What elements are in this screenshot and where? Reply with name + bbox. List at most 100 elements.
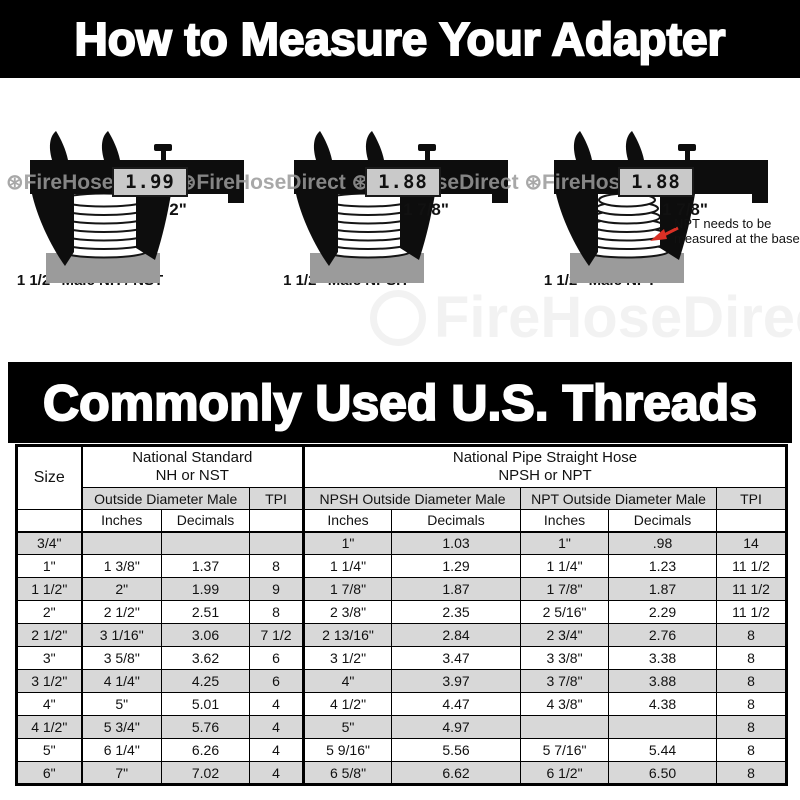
tpi-header-np: TPI (716, 487, 788, 510)
table-cell: 2 3/8" (302, 600, 393, 624)
table-cell: 4 1/4" (80, 669, 162, 693)
size-cell: 1 1/2" (16, 577, 82, 601)
table-cell: 2.29 (608, 600, 718, 624)
table-row: 5" 6 1/4" 6.26 4 5 9/16" 5.56 5 7/16" 5.44 8 (16, 738, 788, 762)
table-cell: 5.76 (161, 715, 250, 739)
caliper-panel-nh-nst: 1.99 2" 1 1/2" Male NH / NST (8, 130, 258, 298)
np-group-header: National Pipe Straight Hose NPSH or NPT (302, 445, 788, 488)
table-cell: 2 5/16" (520, 600, 610, 624)
table-cell: 5.56 (391, 738, 522, 762)
caliper-lcd-display: 1.88 (365, 167, 441, 197)
np-group-line2: NPSH or NPT (498, 467, 592, 484)
table-cell: 3.88 (608, 669, 718, 693)
caliper-beam-step (752, 194, 768, 203)
decimals-header: Decimals (161, 509, 250, 533)
table-cell (161, 531, 250, 555)
table-row: 3" 3 5/8" 3.62 6 3 1/2" 3.47 3 3/8" 3.38 8 (16, 646, 788, 670)
caliper-lcd-display: 1.99 (112, 167, 188, 197)
table-row: 3 1/2" 4 1/4" 4.25 6 4" 3.97 3 7/8" 3.88 8 (16, 669, 788, 693)
table-cell: 3.47 (391, 646, 522, 670)
table-row: 1 1/2" 2" 1.99 9 1 7/8" 1.87 1 7/8" 1.87 11 1/2 (16, 577, 788, 601)
table-cell: 1.03 (391, 531, 522, 555)
thumb-screw-icon (154, 144, 172, 151)
table-row: 2" 2 1/2" 2.51 8 2 3/8" 2.35 2 5/16" 2.29 11 1/2 (16, 600, 788, 624)
table-cell: 8 (716, 761, 788, 785)
blank-cell (16, 509, 82, 533)
table-cell: 1 1/4" (520, 554, 610, 578)
table-cell: 5 9/16" (302, 738, 393, 762)
table-banner: Commonly Used U.S. Threads (8, 362, 792, 443)
caliper-lcd-display: 1.88 (618, 167, 694, 197)
table-body: 3/4" 1" 1.03 1" .98 14 1" 1 3/8" 1.37 8 1 1/4" 1.29… (16, 531, 788, 785)
caliper-body (294, 131, 508, 266)
nh-group-header: National Standard NH or NST (80, 445, 305, 488)
thumb-screw-icon (418, 144, 436, 151)
caliper-upper-jaw-left (573, 131, 592, 160)
caliper-lower-jaw-left (556, 194, 598, 266)
table-header-units: Inches Decimals Inches Decimals Inches D… (16, 509, 788, 533)
table-row: 4 1/2" 5 3/4" 5.76 4 5" 4.97 8 (16, 715, 788, 739)
lcd-reading: 1.88 (631, 171, 681, 193)
table-cell: 4.97 (391, 715, 522, 739)
nh-group-line1: National Standard (132, 449, 253, 466)
table-cell: 8 (248, 554, 305, 578)
table-cell: 2.51 (161, 600, 250, 624)
thumb-screw-stem (425, 151, 430, 160)
table-row: 6" 7" 7.02 4 6 5/8" 6.62 6 1/2" 6.50 8 (16, 761, 788, 785)
table-cell: 14 (716, 531, 788, 555)
table-cell: 2 3/4" (520, 623, 610, 647)
table-cell: 11 1/2 (716, 554, 788, 578)
table-header-groups: Size National Standard NH or NST Nationa… (16, 445, 788, 510)
table-row: 1" 1 3/8" 1.37 8 1 1/4" 1.29 1 1/4" 1.23 11 1/2 (16, 554, 788, 578)
caliper-body (30, 131, 244, 266)
size-cell: 3/4" (16, 531, 82, 555)
table-cell: 8 (248, 600, 305, 624)
npt-note-line1: NPT needs to be (674, 216, 772, 231)
thumb-screw-stem (685, 151, 690, 160)
table-row: 4" 5" 5.01 4 4 1/2" 4.47 4 3/8" 4.38 8 (16, 692, 788, 716)
table-header-subgroups: Outside Diameter Male TPI NPSH Outside D… (17, 487, 788, 510)
table-cell: 7.02 (161, 761, 250, 785)
thumb-screw-stem (161, 151, 166, 160)
size-cell: 4 1/2" (16, 715, 82, 739)
table-cell: 4.47 (391, 692, 522, 716)
table-cell: 5" (80, 692, 162, 716)
caliper-illustration (30, 131, 244, 283)
table-cell: 3.06 (161, 623, 250, 647)
top-banner: How to Measure Your Adapter (0, 0, 800, 78)
size-cell: 1" (16, 554, 82, 578)
table-cell: 4.38 (608, 692, 718, 716)
table-cell: 1.99 (161, 577, 250, 601)
caliper-upper-jaw-left (313, 131, 332, 160)
caliper-upper-jaw-right (101, 131, 120, 160)
measurement-label: 2" (169, 200, 187, 219)
measurement-label: 1 7/8" (662, 200, 708, 219)
inches-header: Inches (302, 509, 393, 533)
table-cell: 6.62 (391, 761, 522, 785)
blank-cell (716, 509, 788, 533)
table-cell: 5" (302, 715, 393, 739)
caliper-lower-jaw-left (32, 194, 74, 266)
table-cell: 1.37 (161, 554, 250, 578)
table-cell: 1.87 (608, 577, 718, 601)
caliper-illustration (294, 131, 508, 283)
table-cell: 1 7/8" (302, 577, 393, 601)
table-cell: 9 (248, 577, 305, 601)
inches-header: Inches (520, 509, 610, 533)
table-cell: 6 (248, 669, 305, 693)
table-cell: 4 (248, 692, 305, 716)
caliper-upper-jaw-left (49, 131, 68, 160)
table-cell: 6 (248, 646, 305, 670)
size-cell: 2" (16, 600, 82, 624)
table-cell: .98 (608, 531, 718, 555)
measurement-label: 1 7/8" (403, 200, 449, 219)
caliper-lower-jaw-right (136, 194, 171, 260)
table-cell (80, 531, 162, 555)
lcd-reading: 1.99 (125, 171, 175, 193)
decimals-header: Decimals (391, 509, 522, 533)
table-cell: 1.29 (391, 554, 522, 578)
thread-stack (324, 192, 412, 259)
npt-od-header: NPT Outside Diameter Male (520, 487, 718, 510)
table-cell: 3 7/8" (520, 669, 610, 693)
caliper-upper-jaw-right (625, 131, 644, 160)
